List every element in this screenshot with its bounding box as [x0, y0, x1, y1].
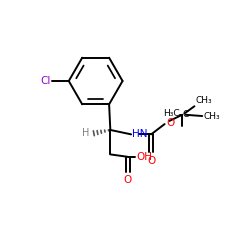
Text: OH: OH	[137, 152, 153, 162]
Text: Cl: Cl	[40, 76, 50, 86]
Text: H: H	[82, 128, 89, 138]
Text: O: O	[124, 176, 132, 186]
Text: O: O	[147, 156, 155, 166]
Text: HN: HN	[132, 129, 148, 139]
Text: C: C	[183, 110, 189, 119]
Text: H₃C: H₃C	[163, 109, 179, 118]
Text: CH₃: CH₃	[196, 96, 212, 105]
Text: CH₃: CH₃	[203, 112, 220, 120]
Text: O: O	[166, 118, 174, 128]
